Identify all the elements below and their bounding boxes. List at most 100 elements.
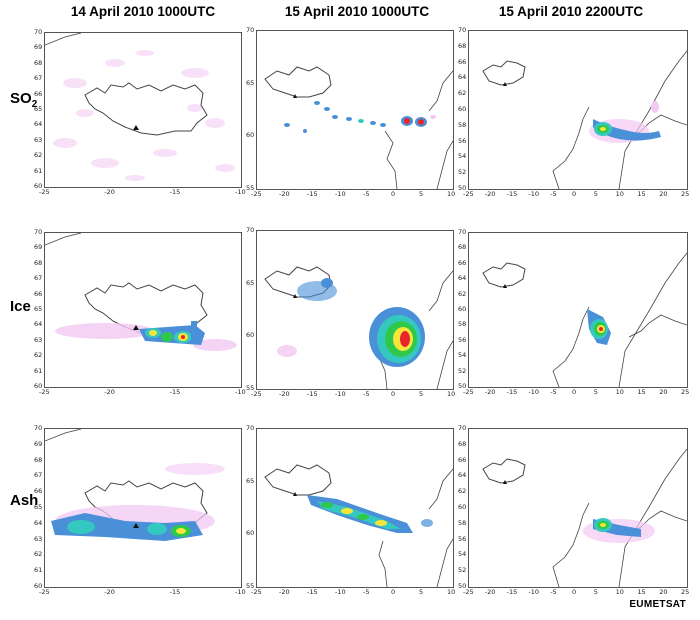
y-tick-label: 60	[34, 382, 43, 390]
x-tick-label: -20	[484, 190, 496, 198]
x-tick-label: -20	[484, 388, 496, 396]
y-tick-label: 56	[458, 534, 467, 543]
x-tick-label: 5	[419, 390, 424, 398]
x-tick-label: 5	[593, 190, 598, 198]
x-tick-label: -15	[169, 388, 181, 396]
x-tick-label: 5	[419, 588, 424, 596]
y-tick-label: 67	[34, 471, 43, 480]
y-tick-label: 65	[34, 305, 43, 313]
panel-so2-15apr-2200	[468, 30, 688, 190]
x-tick-label: -10	[528, 588, 540, 596]
y-tick-label: 68	[458, 41, 467, 50]
map-ash-14apr	[45, 429, 225, 541]
y-tick-label: 66	[458, 258, 467, 267]
panel-so2-15apr-1000	[256, 30, 454, 190]
x-tick-label: -5	[550, 588, 557, 596]
x-tick-label: -20	[279, 190, 290, 198]
x-tick-label: -10	[528, 388, 540, 396]
ice-cloud	[587, 309, 611, 345]
y-tick-label: 62	[458, 487, 467, 496]
x-tick-label: 0	[391, 588, 396, 596]
map-so2-15apr-day	[264, 66, 453, 189]
y-tick-label: 64	[458, 471, 467, 480]
x-tick-label: -20	[279, 588, 290, 596]
y-tick-label: 62	[458, 89, 467, 98]
y-tick-label: 65	[246, 278, 255, 287]
y-tick-label: 63	[34, 534, 43, 543]
y-tick-label: 68	[34, 258, 43, 267]
y-tick-label: 63	[34, 135, 43, 144]
y-tick-label: 60	[246, 529, 255, 538]
y-tick-label: 52	[458, 168, 467, 177]
y-tick-label: 61	[34, 366, 43, 375]
row-label-ice: Ice	[10, 298, 31, 315]
greenland-coast	[45, 33, 82, 46]
map-ice-15apr-night	[482, 252, 687, 387]
y-tick-label: 52	[458, 566, 467, 575]
volcano-marker	[503, 480, 507, 484]
europe-coastline	[552, 252, 687, 387]
x-tick-label: 10	[615, 588, 624, 596]
ash-cloud	[583, 518, 655, 543]
y-tick-label: 62	[34, 151, 43, 160]
y-tick-label: 58	[458, 120, 467, 129]
x-tick-label: 10	[615, 388, 624, 396]
panel-ash-15apr-2200	[468, 428, 688, 588]
x-tick-label: -25	[463, 190, 474, 198]
y-tick-label: 52	[458, 366, 467, 375]
x-tick-label: -15	[506, 388, 518, 396]
x-tick-label: 0	[391, 190, 396, 198]
volcano-marker	[133, 325, 139, 330]
panel-ice-15apr-1000	[256, 230, 454, 390]
y-tick-label: 69	[34, 439, 43, 448]
x-tick-label: -15	[307, 390, 318, 398]
y-tick-label: 64	[458, 73, 467, 82]
x-tick-label: 5	[419, 190, 424, 198]
iceland-coastline	[264, 464, 332, 496]
x-tick-label: -25	[251, 390, 262, 398]
y-tick-label: 62	[458, 289, 467, 298]
y-tick-label: 68	[34, 455, 43, 464]
x-tick-label: -10	[235, 588, 246, 596]
y-tick-label: 55	[246, 384, 255, 392]
panel-ice-14apr-1000	[44, 232, 242, 388]
column-header-1: 14 April 2010 1000UTC	[70, 4, 216, 19]
y-tick-label: 65	[34, 503, 43, 511]
y-tick-label: 65	[34, 105, 43, 113]
y-tick-label: 50	[458, 184, 467, 192]
y-tick-label: 64	[34, 518, 43, 527]
x-tick-label: 15	[637, 190, 646, 198]
volcano-marker	[503, 82, 507, 86]
iceland-coastline	[482, 458, 526, 484]
so2-plume	[284, 101, 436, 133]
y-tick-label: 69	[34, 243, 43, 252]
scotland-norway-coast	[378, 468, 453, 587]
greenland-coast	[45, 429, 82, 442]
row-label-so2-text: SO	[10, 90, 32, 107]
x-tick-label: 5	[593, 588, 598, 596]
x-tick-label: -15	[169, 588, 181, 596]
iceland-coastline	[264, 66, 332, 98]
map-ice-15apr-day	[264, 266, 453, 389]
panel-so2-14apr-1000	[44, 32, 242, 188]
y-tick-label: 68	[34, 58, 43, 67]
y-tick-label: 68	[458, 439, 467, 448]
y-tick-label: 54	[458, 351, 467, 360]
panel-ash-15apr-1000	[256, 428, 454, 588]
y-tick-label: 70	[458, 26, 467, 34]
x-tick-label: 10	[447, 190, 456, 198]
europe-coastline	[552, 448, 687, 587]
y-tick-label: 56	[458, 136, 467, 145]
eumetsat-credit: EUMETSAT	[629, 599, 686, 610]
y-tick-label: 60	[458, 503, 467, 511]
ice-cloud	[277, 278, 425, 367]
y-tick-label: 66	[34, 487, 43, 496]
x-tick-label: -15	[307, 588, 318, 596]
x-tick-label: -20	[104, 588, 115, 596]
y-tick-label: 60	[34, 582, 43, 590]
y-tick-label: 64	[458, 274, 467, 283]
y-tick-label: 60	[458, 305, 467, 313]
x-tick-label: 25	[681, 388, 690, 396]
y-tick-label: 62	[34, 550, 43, 559]
y-tick-label: 55	[246, 184, 255, 192]
